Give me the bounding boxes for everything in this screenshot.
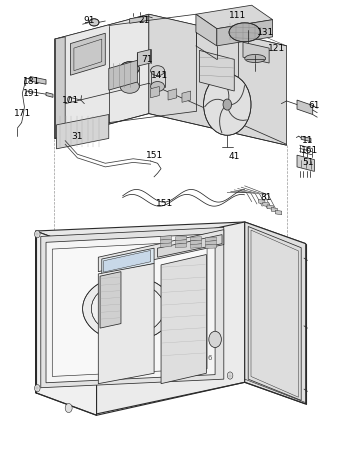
- Text: 161: 161: [301, 146, 318, 155]
- Text: 71: 71: [141, 55, 153, 64]
- Ellipse shape: [150, 66, 164, 76]
- Polygon shape: [199, 50, 234, 91]
- Text: 51: 51: [302, 158, 314, 167]
- Polygon shape: [161, 255, 206, 384]
- Polygon shape: [130, 16, 147, 23]
- Polygon shape: [55, 37, 65, 139]
- Ellipse shape: [150, 82, 164, 92]
- Polygon shape: [297, 155, 314, 171]
- Text: 21: 21: [138, 16, 149, 25]
- Text: 101: 101: [62, 96, 79, 106]
- Polygon shape: [267, 205, 273, 209]
- Polygon shape: [175, 240, 187, 244]
- Ellipse shape: [229, 23, 260, 42]
- Ellipse shape: [120, 62, 139, 75]
- Text: 81: 81: [261, 193, 272, 202]
- Polygon shape: [104, 251, 150, 272]
- Polygon shape: [259, 199, 265, 204]
- Circle shape: [209, 331, 221, 347]
- Text: 31: 31: [72, 132, 83, 141]
- Polygon shape: [297, 100, 313, 115]
- Polygon shape: [275, 210, 282, 215]
- Polygon shape: [196, 14, 217, 46]
- Polygon shape: [175, 236, 187, 241]
- Polygon shape: [150, 87, 159, 98]
- Circle shape: [204, 74, 251, 135]
- Ellipse shape: [120, 80, 139, 93]
- Polygon shape: [243, 42, 269, 63]
- Ellipse shape: [245, 54, 266, 63]
- Polygon shape: [160, 239, 172, 244]
- Polygon shape: [182, 91, 191, 102]
- Text: 171: 171: [14, 109, 31, 118]
- Ellipse shape: [104, 291, 152, 326]
- Polygon shape: [301, 136, 311, 142]
- Polygon shape: [205, 244, 217, 249]
- Polygon shape: [245, 222, 306, 404]
- Text: 121: 121: [267, 43, 285, 53]
- Polygon shape: [97, 222, 245, 414]
- Polygon shape: [52, 241, 207, 376]
- Text: 41: 41: [229, 152, 240, 161]
- Polygon shape: [190, 236, 202, 241]
- Text: 151: 151: [146, 151, 163, 159]
- Polygon shape: [41, 227, 224, 388]
- Polygon shape: [196, 5, 273, 29]
- Polygon shape: [160, 243, 172, 247]
- Polygon shape: [158, 235, 222, 257]
- Polygon shape: [248, 226, 301, 400]
- Polygon shape: [168, 89, 177, 100]
- Polygon shape: [175, 243, 187, 248]
- Polygon shape: [55, 14, 149, 139]
- Polygon shape: [205, 237, 217, 241]
- Text: 131: 131: [257, 28, 274, 37]
- Polygon shape: [271, 207, 278, 212]
- Polygon shape: [160, 236, 172, 240]
- Circle shape: [227, 372, 233, 379]
- Polygon shape: [205, 241, 217, 245]
- Polygon shape: [46, 234, 215, 383]
- Polygon shape: [98, 264, 154, 384]
- Polygon shape: [109, 60, 137, 90]
- Ellipse shape: [91, 282, 164, 335]
- Text: 6: 6: [208, 355, 212, 361]
- Text: 111: 111: [229, 11, 246, 19]
- Polygon shape: [56, 115, 109, 149]
- Polygon shape: [36, 231, 97, 415]
- Polygon shape: [190, 244, 202, 248]
- Ellipse shape: [89, 19, 99, 26]
- Polygon shape: [102, 248, 154, 275]
- Polygon shape: [55, 14, 287, 71]
- Polygon shape: [217, 19, 273, 46]
- Polygon shape: [149, 14, 287, 145]
- Polygon shape: [98, 230, 224, 272]
- Text: 141: 141: [151, 71, 168, 80]
- Ellipse shape: [83, 276, 173, 342]
- Text: 151: 151: [156, 198, 173, 207]
- Circle shape: [223, 99, 232, 110]
- Polygon shape: [137, 49, 150, 66]
- Polygon shape: [36, 222, 306, 254]
- Polygon shape: [100, 272, 121, 328]
- Text: 11: 11: [302, 136, 313, 145]
- Polygon shape: [245, 43, 255, 51]
- Circle shape: [65, 404, 72, 413]
- Polygon shape: [46, 92, 53, 97]
- Polygon shape: [70, 33, 105, 75]
- Text: 191: 191: [23, 89, 41, 98]
- Circle shape: [35, 385, 40, 392]
- Circle shape: [35, 231, 40, 238]
- Text: 91: 91: [84, 16, 95, 25]
- Polygon shape: [30, 77, 46, 84]
- Text: 181: 181: [23, 77, 41, 87]
- Text: 61: 61: [309, 101, 320, 110]
- Polygon shape: [263, 202, 269, 207]
- Polygon shape: [190, 240, 202, 245]
- Ellipse shape: [118, 301, 138, 316]
